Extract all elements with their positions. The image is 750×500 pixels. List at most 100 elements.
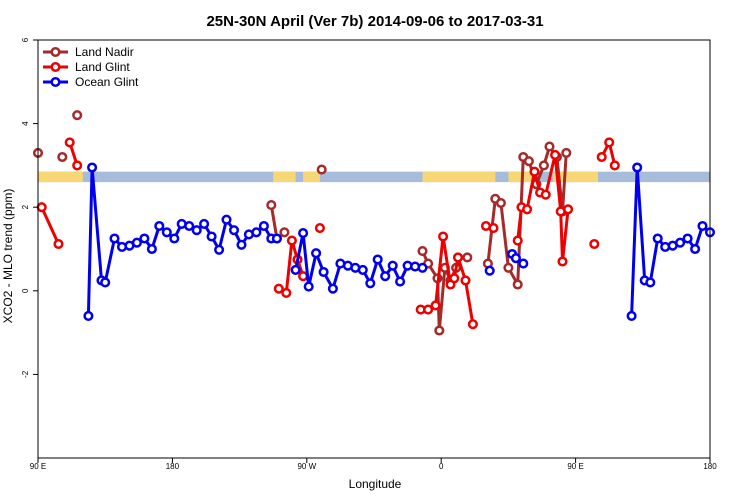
legend-label-ocean-glint: Ocean Glint: [75, 75, 139, 89]
land-glint-point-13: [438, 231, 449, 242]
ocean-glint-point-58: [690, 243, 701, 255]
land-band-segment-3: [422, 171, 496, 183]
land-nadir-point-14: [462, 252, 473, 263]
ocean-glint-point-7: [131, 237, 142, 248]
land-nadir-point-7: [417, 246, 428, 257]
ocean-glint-point-23: [251, 227, 262, 238]
land-glint-point-16: [452, 252, 464, 263]
ocean-glint-point-56: [675, 237, 686, 248]
land-nadir-point-23: [538, 160, 549, 171]
land-band-segment-1: [273, 171, 296, 183]
x-tick-label-3: 0: [439, 462, 444, 471]
land-nadir-line-3: [269, 204, 279, 239]
ocean-glint-point-16: [199, 218, 210, 229]
ocean-glint-point-32: [327, 283, 338, 294]
land-nadir-point-5: [279, 227, 290, 238]
y-tick-label-2: 2: [21, 204, 30, 209]
land-nadir-point-3: [266, 200, 277, 211]
y-tick-label-1: 0: [21, 288, 30, 293]
ocean-glint-point-10: [154, 220, 165, 232]
land-band-segment-5: [553, 171, 598, 183]
land-nadir-point-10: [434, 325, 445, 336]
land-glint-point-2: [64, 137, 75, 148]
land-glint-point-26: [540, 189, 551, 200]
land-nadir-point-6: [316, 164, 327, 175]
land-glint-point-21: [512, 235, 523, 246]
x-tick-label-1: 180: [166, 462, 180, 471]
ocean-glint-point-1: [87, 162, 98, 173]
land-glint-point-1: [53, 238, 64, 250]
ocean-glint-point-50: [632, 162, 643, 173]
land-glint-point-0: [36, 202, 47, 213]
land-glint-point-29: [557, 256, 568, 267]
axes: 90 E 180 90 W 0 90 E 180 -2 0 2 4 6: [21, 37, 717, 471]
series-ocean-glint: [83, 162, 716, 321]
legend-label-land-glint: Land Glint: [75, 60, 130, 74]
land-glint-point-31: [589, 238, 600, 250]
ocean-glint-point-19: [221, 214, 232, 225]
land-glint-point-17: [460, 275, 471, 286]
land-glint-point-11: [423, 304, 434, 315]
land-glint-point-30: [563, 204, 574, 215]
ocean-glint-point-53: [652, 233, 663, 244]
chart-title: 25N-30N April (Ver 7b) 2014-09-06 to 201…: [206, 13, 543, 30]
land-glint-point-20: [488, 223, 499, 234]
ocean-glint-point-40: [387, 260, 398, 271]
land-nadir-point-24: [544, 141, 555, 152]
land-glint-point-5: [281, 287, 292, 298]
y-tick-label-3: 4: [21, 121, 30, 126]
x-tick-label-2: 90 W: [297, 462, 316, 471]
land-glint-point-3: [72, 160, 83, 171]
ocean-glint-point-52: [645, 277, 656, 288]
ocean-glint-point-4: [109, 233, 120, 244]
land-glint-point-23: [522, 204, 533, 215]
ocean-band: [38, 171, 710, 183]
land-nadir-point-27: [561, 147, 572, 158]
ocean-glint-point-8: [139, 233, 150, 244]
ocean-glint-point-21: [236, 239, 247, 250]
ocean-glint-point-17: [206, 231, 217, 242]
ocean-glint-point-29: [303, 281, 314, 292]
land-nadir-point-2: [72, 110, 83, 121]
land-ocean-band: [38, 171, 710, 183]
ocean-glint-point-26: [271, 233, 282, 244]
legend-marker-land-nadir: [50, 46, 61, 58]
ocean-glint-point-24: [258, 220, 269, 232]
x-tick-label-4: 90 E: [567, 462, 583, 471]
ocean-glint-point-20: [228, 225, 240, 236]
legend-label-land-nadir: Land Nadir: [75, 45, 134, 59]
land-nadir-point-17: [495, 197, 506, 209]
x-tick-label-5: 180: [703, 462, 717, 471]
series-layer: [32, 110, 716, 336]
ocean-glint-point-39: [380, 271, 391, 282]
x-tick-label-0: 90 E: [30, 462, 46, 471]
plot-frame: [37, 39, 711, 459]
ocean-glint-point-44: [417, 262, 428, 273]
land-glint-point-33: [604, 137, 615, 148]
ocean-glint-point-41: [395, 276, 406, 287]
ocean-glint-point-11: [161, 227, 172, 238]
ocean-glint-point-31: [318, 266, 329, 278]
land-glint-point-18: [467, 319, 478, 330]
ocean-glint-point-18: [214, 244, 225, 255]
ocean-glint-point-38: [372, 254, 383, 265]
series-land-glint: [36, 137, 620, 330]
ocean-glint-point-45: [484, 265, 495, 276]
legend-marker-ocean-glint: [50, 76, 61, 88]
land-band-segment-2: [303, 171, 320, 183]
y-tick-label-0: -2: [21, 370, 30, 378]
legend-marker-land-glint: [50, 61, 61, 73]
y-axis-label: XCO2 - MLO trend (ppm): [1, 189, 15, 324]
ocean-glint-point-47: [510, 253, 521, 264]
ocean-glint-point-30: [311, 248, 322, 259]
land-nadir-point-21: [523, 156, 534, 167]
ocean-glint-point-48: [518, 258, 529, 269]
land-glint-point-27: [550, 149, 561, 160]
ocean-glint-point-49: [626, 310, 637, 321]
land-glint-point-12: [430, 300, 441, 311]
land-glint-point-9: [314, 223, 325, 234]
ocean-glint-point-9: [146, 243, 157, 255]
